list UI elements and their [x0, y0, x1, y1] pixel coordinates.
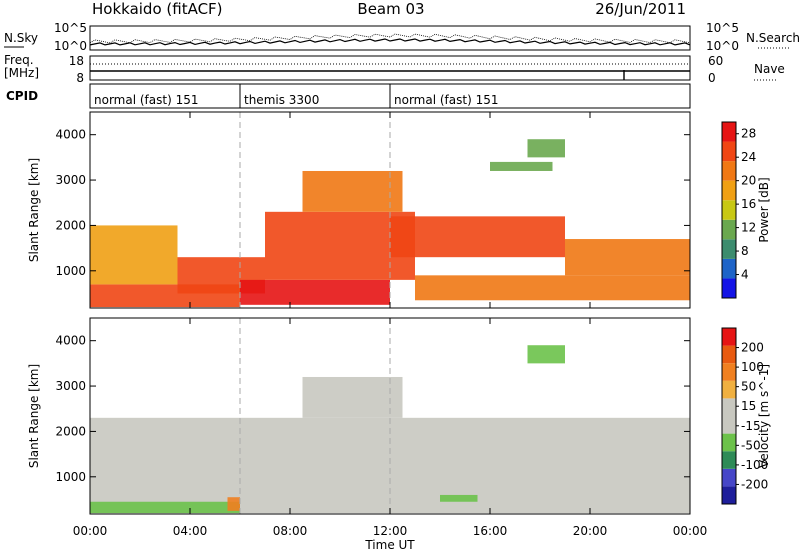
- y-tick-label: 4000: [55, 128, 86, 142]
- nave-right-tick-bottom: 0: [708, 71, 716, 85]
- cpid-mode-label: normal (fast) 151: [394, 93, 498, 107]
- colorbar-tick-label: -50: [741, 438, 761, 452]
- beam-title: Beam 03: [357, 0, 424, 18]
- colorbar-tick-label: 100: [741, 360, 764, 374]
- freq-unit-label: [MHz]: [4, 66, 39, 80]
- colorbar-swatch: [722, 468, 736, 487]
- echo-region: [302, 376, 403, 418]
- cpid-panel: CPID normal (fast) 151 themis 3300 normal …: [6, 83, 691, 109]
- colorbar-frame: [721, 327, 737, 505]
- y-tick-label: 2000: [55, 218, 86, 232]
- noise-sky-label: N.Sky: [4, 31, 38, 45]
- colorbar-tick-label: 15: [741, 399, 756, 413]
- x-tick-label: 04:00: [173, 524, 208, 538]
- echo-region: [440, 494, 478, 502]
- colorbar-swatch: [722, 398, 736, 416]
- colorbar-swatch: [722, 219, 736, 240]
- x-tick-label: 20:00: [573, 524, 608, 538]
- freq-left-tick-bottom: 8: [76, 71, 84, 85]
- colorbar-swatch: [722, 416, 736, 434]
- x-tick-label: 12:00: [373, 524, 408, 538]
- colorbar-tick-label: 16: [741, 197, 756, 211]
- echo-region: [302, 170, 403, 212]
- cpid-label: CPID: [6, 89, 38, 103]
- noise-panel: N.Sky 10^5 10^0 10^5 10^0 N.Search: [4, 21, 800, 53]
- y-tick-label: 1000: [55, 264, 86, 278]
- colorbar-swatch: [722, 328, 736, 346]
- colorbar-swatch: [722, 345, 736, 364]
- echo-region: [90, 225, 178, 285]
- y-tick-label: 3000: [55, 379, 86, 393]
- cpid-mode-label: themis 3300: [244, 93, 319, 107]
- colorbar-swatch: [722, 161, 736, 181]
- echo-region: [490, 161, 553, 171]
- colorbar-swatch: [722, 180, 736, 201]
- cpid-mode-label: normal (fast) 151: [94, 93, 198, 107]
- echo-region: [227, 497, 240, 511]
- colorbar-tick-label: 24: [741, 150, 756, 164]
- colorbar-swatch: [722, 239, 736, 259]
- colorbar-tick-label: -200: [741, 477, 768, 491]
- colorbar-tick-label: 8: [741, 244, 749, 258]
- colorbar-swatch: [722, 451, 736, 469]
- colorbar-swatch: [722, 141, 736, 162]
- colorbar-tick-label: -100: [741, 458, 768, 472]
- nave-label: Nave: [754, 62, 785, 76]
- colorbar-swatch: [722, 433, 736, 452]
- y-tick-label: 1000: [55, 470, 86, 484]
- y-tick-label: 2000: [55, 424, 86, 438]
- colorbar-swatch: [722, 278, 736, 298]
- x-tick-label: 08:00: [273, 524, 308, 538]
- colorbar-swatch: [722, 122, 736, 142]
- power-colorbar-label: Power [dB]: [757, 177, 771, 242]
- time-axis: 00:00 04:00 08:00 12:00 16:00 20:00 00:00 Time…: [73, 112, 708, 552]
- velocity-panel: 1000 2000 3000 4000 Slant Range [km] 200 100…: [27, 317, 771, 515]
- x-tick-label: 00:00: [673, 524, 708, 538]
- colorbar-swatch: [722, 380, 736, 399]
- x-tick-label: 16:00: [473, 524, 508, 538]
- colorbar-swatch: [722, 200, 736, 220]
- velocity-ylabel: Slant Range [km]: [27, 364, 41, 468]
- noise-search-label: N.Search: [746, 31, 800, 45]
- frequency-panel: Freq. [MHz] 18 8 60 0 Nave: [4, 53, 785, 85]
- colorbar-tick-label: 20: [741, 174, 756, 188]
- colorbar-tick-label: 4: [741, 268, 749, 282]
- station-title: Hokkaido (fitACF): [92, 0, 223, 18]
- y-tick-label: 4000: [55, 334, 86, 348]
- date-title: 26/Jun/2011: [595, 0, 686, 18]
- colorbar-tick-label: 50: [741, 380, 756, 394]
- noise-left-tick-top: 10^5: [54, 21, 87, 35]
- colorbar-tick-label: 12: [741, 221, 756, 235]
- time-axis-label: Time UT: [364, 538, 415, 552]
- echo-region: [415, 275, 690, 301]
- x-tick-label: 00:00: [73, 524, 108, 538]
- power-panel: 1000 2000 3000 4000 Slant Range [km] 4 8 12 16…: [27, 111, 771, 309]
- colorbar-tick-label: 200: [741, 341, 764, 355]
- noise-right-tick-bottom: 10^0: [706, 39, 739, 53]
- echo-region: [565, 239, 690, 276]
- colorbar-tick-label: -15: [741, 419, 761, 433]
- noise-sky-trace: [89, 38, 691, 46]
- power-ylabel: Slant Range [km]: [27, 158, 41, 262]
- colorbar-frame: [721, 121, 737, 299]
- velocity-colorbar-label: Velocity [m s^-1]: [757, 364, 771, 468]
- colorbar-swatch: [722, 258, 736, 279]
- colorbar-tick-label: 28: [741, 127, 756, 141]
- freq-left-tick-top: 18: [69, 54, 84, 68]
- echo-region: [240, 279, 390, 305]
- noise-search-trace: [89, 33, 691, 44]
- echo-region: [527, 345, 565, 364]
- echo-region: [527, 139, 565, 158]
- echo-region: [390, 216, 565, 258]
- y-tick-label: 3000: [55, 173, 86, 187]
- noise-left-tick-bottom: 10^0: [54, 39, 87, 53]
- colorbar-swatch: [722, 363, 736, 381]
- colorbar-swatch: [722, 486, 736, 504]
- nave-right-tick-top: 60: [708, 54, 723, 68]
- freq-label: Freq.: [4, 53, 34, 67]
- noise-right-tick-top: 10^5: [706, 21, 739, 35]
- echo-region: [90, 501, 240, 514]
